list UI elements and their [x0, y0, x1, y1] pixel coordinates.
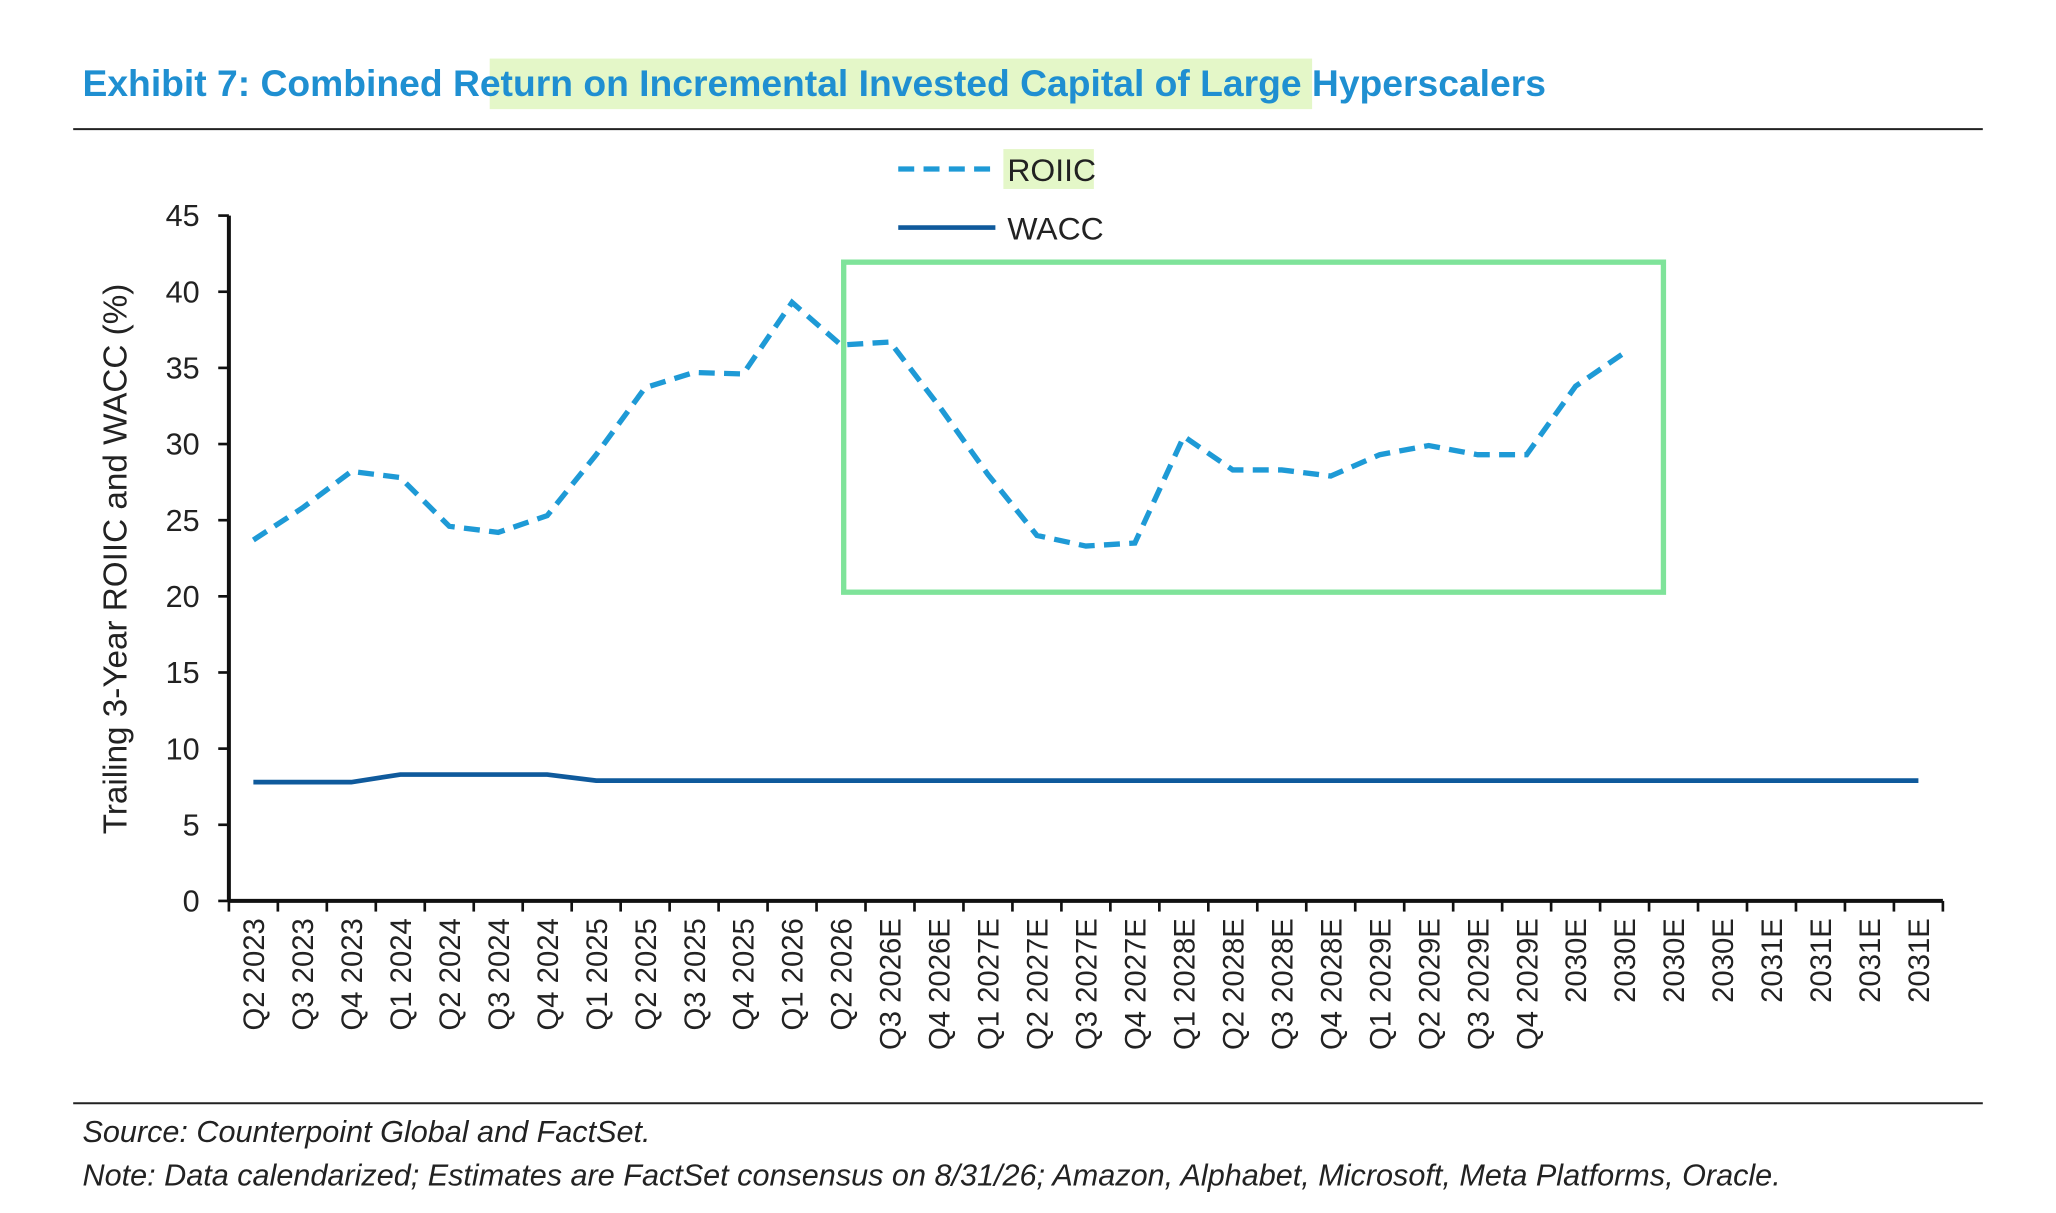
y-tick-label: 20 — [166, 580, 200, 614]
x-tick-label: Q4 2027E — [1121, 918, 1153, 1050]
highlight-box — [841, 259, 1667, 595]
x-tick-label: Q3 2028E — [1267, 918, 1299, 1050]
x-tick-label: 2030E — [1610, 918, 1642, 1003]
x-tick-label: Q1 2027E — [974, 918, 1006, 1050]
x-tick-label: Q2 2026 — [827, 918, 859, 1030]
x-tick-label: 2030E — [1561, 918, 1593, 1003]
x-tick-label: Q3 2023 — [288, 918, 320, 1030]
source: Source: Counterpoint Global and FactSet. — [83, 1115, 651, 1149]
x-tick-label: 2030E — [1659, 918, 1691, 1003]
series-line — [251, 298, 1627, 549]
x-tick-label: 2031E — [1806, 918, 1838, 1003]
x-tick-label: Q1 2024 — [386, 918, 418, 1030]
y-tick-label: 0 — [183, 885, 200, 919]
x-tick-label: Q4 2029E — [1512, 918, 1544, 1050]
x-tick-label: Q2 2028E — [1218, 918, 1250, 1050]
x-tick-label: Q3 2025 — [680, 918, 712, 1030]
title-highlight — [489, 58, 1313, 110]
x-tick-label: 2030E — [1708, 918, 1740, 1003]
note: Note: Data calendarized; Estimates are F… — [83, 1159, 1781, 1193]
x-tick-label: Q3 2026E — [876, 918, 908, 1050]
x-tick-label: Q3 2027E — [1072, 918, 1104, 1050]
x-tick-label: Q3 2029E — [1463, 918, 1495, 1050]
x-tick-label: Q2 2023 — [239, 918, 271, 1030]
y-tick-label: 40 — [166, 275, 200, 309]
y-tick-label: 15 — [166, 656, 200, 690]
x-tick-label: Q2 2025 — [631, 918, 663, 1030]
y-axis-title: Trailing 3-Year ROIIC and WACC (%) — [97, 284, 134, 835]
legend-highlight — [1003, 149, 1094, 189]
x-tick-label: Q4 2026E — [925, 918, 957, 1050]
y-tick-label: 35 — [166, 352, 200, 386]
series-line — [253, 772, 1919, 785]
x-tick-label: 2031E — [1855, 918, 1887, 1003]
x-tick-label: Q3 2024 — [484, 918, 516, 1030]
x-tick-label: Q1 2029E — [1365, 918, 1397, 1050]
y-tick-label: 45 — [166, 199, 200, 233]
y-tick-label: 25 — [166, 504, 200, 538]
x-tick-label: Q1 2028E — [1169, 918, 1201, 1050]
y-tick-label: 5 — [183, 808, 200, 842]
x-tick-label: Q4 2023 — [337, 918, 369, 1030]
x-tick-label: Q1 2025 — [582, 918, 614, 1030]
x-tick-label: Q1 2026 — [778, 918, 810, 1030]
x-tick-label: 2031E — [1904, 918, 1936, 1003]
legend-label: WACC — [1007, 211, 1103, 247]
x-tick-label: Q4 2025 — [729, 918, 761, 1030]
x-tick-label: Q2 2029E — [1414, 918, 1446, 1050]
legend-label: ROIIC — [1007, 152, 1096, 188]
y-tick-label: 10 — [166, 732, 200, 766]
chart-title: Exhibit 7: Combined Return on Incrementa… — [83, 62, 1546, 104]
x-tick-label: Q4 2028E — [1316, 918, 1348, 1050]
x-tick-label: Q4 2024 — [533, 918, 565, 1030]
x-tick-label: Q2 2024 — [435, 918, 467, 1030]
x-tick-label: 2031E — [1757, 918, 1789, 1003]
x-tick-label: Q2 2027E — [1023, 918, 1055, 1050]
y-tick-label: 30 — [166, 428, 200, 462]
